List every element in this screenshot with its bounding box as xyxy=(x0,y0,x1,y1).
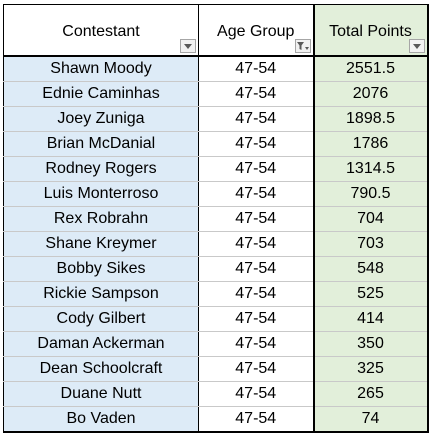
cell-total-points[interactable]: 1314.5 xyxy=(312,156,429,182)
table-row: Brian McDanial 47-54 1786 xyxy=(3,131,429,157)
header-age-group[interactable]: Age Group xyxy=(198,4,314,57)
table-row: Dean Schoolcraft 47-54 325 xyxy=(3,356,429,382)
header-total-points[interactable]: Total Points xyxy=(312,4,429,57)
cell-total-points[interactable]: 2076 xyxy=(312,81,429,107)
cell-age-group[interactable]: 47-54 xyxy=(198,281,314,307)
cell-age-group[interactable]: 47-54 xyxy=(198,81,314,107)
contestant-table: Contestant Age Group Total Poin xyxy=(3,4,429,433)
cell-contestant[interactable]: Joey Zuniga xyxy=(3,106,199,132)
table-row: Ednie Caminhas 47-54 2076 xyxy=(3,81,429,107)
cell-contestant[interactable]: Rodney Rogers xyxy=(3,156,199,182)
cell-age-group[interactable]: 47-54 xyxy=(198,331,314,357)
cell-contestant[interactable]: Cody Gilbert xyxy=(3,306,199,332)
header-label: Contestant xyxy=(62,23,140,40)
cell-total-points[interactable]: 350 xyxy=(312,331,429,357)
cell-age-group[interactable]: 47-54 xyxy=(198,231,314,257)
cell-total-points[interactable]: 1786 xyxy=(312,131,429,157)
table-row: Joey Zuniga 47-54 1898.5 xyxy=(3,106,429,132)
cell-total-points[interactable]: 2551.5 xyxy=(312,55,429,82)
cell-total-points[interactable]: 790.5 xyxy=(312,181,429,207)
table-row: Bo Vaden 47-54 74 xyxy=(3,406,429,433)
cell-age-group[interactable]: 47-54 xyxy=(198,306,314,332)
cell-contestant[interactable]: Dean Schoolcraft xyxy=(3,356,199,382)
cell-contestant[interactable]: Bo Vaden xyxy=(3,406,199,433)
filter-dropdown-icon[interactable] xyxy=(180,39,196,53)
header-label: Total Points xyxy=(329,23,412,40)
cell-age-group[interactable]: 47-54 xyxy=(198,131,314,157)
cell-total-points[interactable]: 74 xyxy=(312,406,429,433)
cell-total-points[interactable]: 414 xyxy=(312,306,429,332)
filter-applied-icon[interactable] xyxy=(294,39,311,53)
header-label: Age Group xyxy=(217,23,295,40)
table-row: Cody Gilbert 47-54 414 xyxy=(3,306,429,332)
cell-contestant[interactable]: Ednie Caminhas xyxy=(3,81,199,107)
cell-total-points[interactable]: 704 xyxy=(312,206,429,232)
table-row: Daman Ackerman 47-54 350 xyxy=(3,331,429,357)
table-row: Rickie Sampson 47-54 525 xyxy=(3,281,429,307)
cell-contestant[interactable]: Daman Ackerman xyxy=(3,331,199,357)
header-row: Contestant Age Group Total Poin xyxy=(3,4,429,57)
cell-total-points[interactable]: 1898.5 xyxy=(312,106,429,132)
cell-age-group[interactable]: 47-54 xyxy=(198,206,314,232)
table-row: Luis Monterroso 47-54 790.5 xyxy=(3,181,429,207)
cell-contestant[interactable]: Bobby Sikes xyxy=(3,256,199,282)
cell-age-group[interactable]: 47-54 xyxy=(198,356,314,382)
cell-contestant[interactable]: Luis Monterroso xyxy=(3,181,199,207)
table-row: Shawn Moody 47-54 2551.5 xyxy=(3,55,429,82)
table-row: Rodney Rogers 47-54 1314.5 xyxy=(3,156,429,182)
cell-age-group[interactable]: 47-54 xyxy=(198,55,314,82)
table-row: Rex Robrahn 47-54 704 xyxy=(3,206,429,232)
header-contestant[interactable]: Contestant xyxy=(3,4,199,57)
cell-total-points[interactable]: 548 xyxy=(312,256,429,282)
cell-contestant[interactable]: Rex Robrahn xyxy=(3,206,199,232)
cell-total-points[interactable]: 325 xyxy=(312,356,429,382)
cell-age-group[interactable]: 47-54 xyxy=(198,156,314,182)
cell-contestant[interactable]: Shane Kreymer xyxy=(3,231,199,257)
table-row: Bobby Sikes 47-54 548 xyxy=(3,256,429,282)
cell-age-group[interactable]: 47-54 xyxy=(198,256,314,282)
cell-contestant[interactable]: Rickie Sampson xyxy=(3,281,199,307)
table-row: Duane Nutt 47-54 265 xyxy=(3,381,429,407)
filter-dropdown-icon[interactable] xyxy=(408,39,425,53)
table-row: Shane Kreymer 47-54 703 xyxy=(3,231,429,257)
cell-total-points[interactable]: 265 xyxy=(312,381,429,407)
cell-contestant[interactable]: Shawn Moody xyxy=(3,55,199,82)
cell-age-group[interactable]: 47-54 xyxy=(198,181,314,207)
cell-age-group[interactable]: 47-54 xyxy=(198,106,314,132)
cell-age-group[interactable]: 47-54 xyxy=(198,381,314,407)
cell-contestant[interactable]: Brian McDanial xyxy=(3,131,199,157)
cell-age-group[interactable]: 47-54 xyxy=(198,406,314,433)
cell-contestant[interactable]: Duane Nutt xyxy=(3,381,199,407)
cell-total-points[interactable]: 525 xyxy=(312,281,429,307)
cell-total-points[interactable]: 703 xyxy=(312,231,429,257)
